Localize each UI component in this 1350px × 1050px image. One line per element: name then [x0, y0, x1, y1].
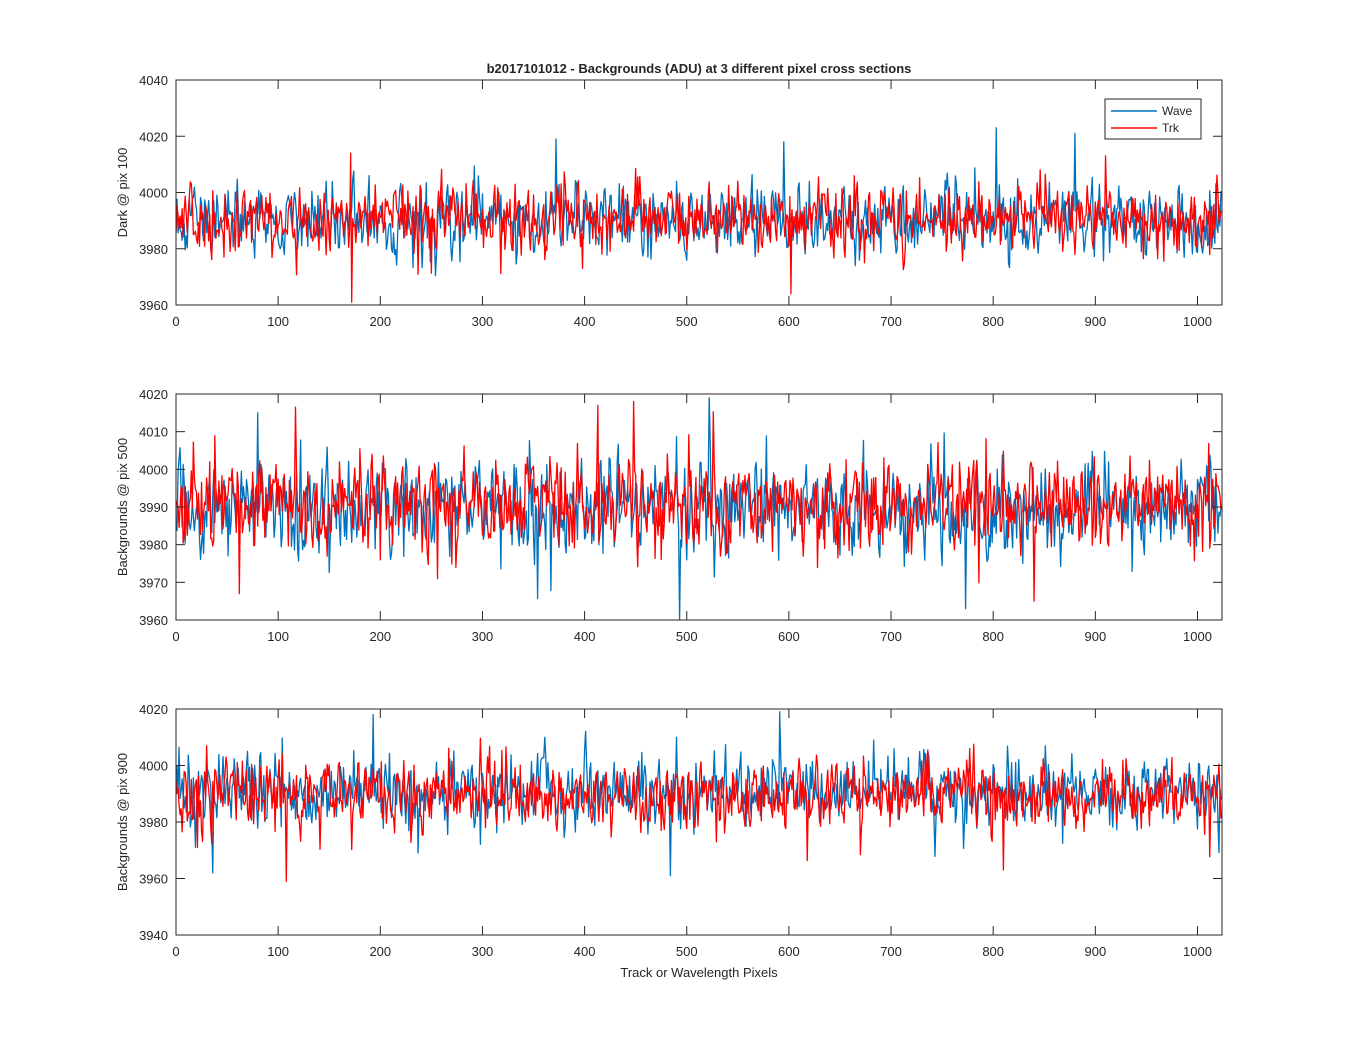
y-tick-label: 4020	[139, 387, 168, 402]
x-tick-label: 800	[982, 944, 1004, 959]
x-tick-label: 400	[574, 629, 596, 644]
x-tick-label: 0	[172, 944, 179, 959]
x-tick-label: 100	[267, 314, 289, 329]
x-tick-label: 1000	[1183, 314, 1212, 329]
plot-area	[176, 709, 1222, 935]
x-tick-label: 300	[472, 629, 494, 644]
x-tick-label: 0	[172, 314, 179, 329]
y-tick-label: 3980	[139, 815, 168, 830]
series-line-wave	[176, 397, 1222, 620]
x-tick-label: 500	[676, 944, 698, 959]
x-tick-label: 400	[574, 944, 596, 959]
legend: Wave Trk	[1104, 98, 1202, 140]
x-tick-label: 300	[472, 314, 494, 329]
x-tick-label: 100	[267, 944, 289, 959]
series-line-trk	[176, 400, 1222, 602]
y-tick-label: 4040	[139, 73, 168, 88]
series-line-trk	[176, 152, 1222, 303]
panel-2: 0 100 200 300 400 500 600 700 800 900 1000 3960 3970…	[115, 387, 1223, 644]
x-tick-label: 0	[172, 629, 179, 644]
panels: 0 100 200 300 400 500 600 700 800 900 100039603980…	[115, 73, 1223, 959]
x-tick-label: 900	[1084, 629, 1106, 644]
legend-label-trk: Trk	[1162, 121, 1180, 135]
x-tick-label: 800	[982, 629, 1004, 644]
x-tick-label: 600	[778, 944, 800, 959]
y-tick-label: 3960	[139, 298, 168, 313]
y-tick-label: 3940	[139, 928, 168, 943]
x-tick-label: 900	[1084, 944, 1106, 959]
x-tick-label: 100	[267, 629, 289, 644]
y-tick-label: 3960	[139, 872, 168, 887]
x-tick-label: 1000	[1183, 629, 1212, 644]
x-tick-label: 400	[574, 314, 596, 329]
y-tick-label: 4000	[139, 462, 168, 477]
y-tick-label: 4020	[139, 129, 168, 144]
x-axis-label: Track or Wavelength Pixels	[620, 965, 778, 980]
y-tick-label: 3960	[139, 613, 168, 628]
x-tick-label: 200	[369, 944, 391, 959]
y-axis-label: Dark @ pix 100	[115, 148, 130, 238]
y-axis-label: Backgrounds @ pix 900	[115, 753, 130, 891]
x-tick-label: 700	[880, 314, 902, 329]
x-tick-label: 500	[676, 629, 698, 644]
chart-title: b2017101012 - Backgrounds (ADU) at 3 dif…	[487, 61, 912, 76]
y-tick-label: 4000	[139, 186, 168, 201]
panel-1: 0 100 200 300 400 500 600 700 800 900 1000 3960 3980…	[115, 73, 1223, 329]
x-tick-label: 900	[1084, 314, 1106, 329]
x-tick-label: 700	[880, 944, 902, 959]
y-axis-label: Backgrounds @ pix 500	[115, 438, 130, 576]
x-tick-label: 800	[982, 314, 1004, 329]
x-tick-label: 200	[369, 314, 391, 329]
legend-box	[1104, 98, 1202, 140]
x-tick-label: 200	[369, 629, 391, 644]
y-tick-label: 3970	[139, 575, 168, 590]
legend-label-wave: Wave	[1162, 104, 1193, 118]
x-tick-label: 600	[778, 314, 800, 329]
y-tick-label: 3990	[139, 500, 168, 515]
x-tick-label: 600	[778, 629, 800, 644]
x-tick-label: 500	[676, 314, 698, 329]
y-tick-label: 4000	[139, 759, 168, 774]
y-tick-label: 4010	[139, 425, 168, 440]
panel-3: 0 100 200 300 400 500 600 700 800 900 1000 3940 3960…	[115, 702, 1223, 959]
x-tick-label: 1000	[1183, 944, 1212, 959]
series-line-trk	[176, 737, 1222, 882]
x-tick-label: 700	[880, 629, 902, 644]
y-tick-label: 4020	[139, 702, 168, 717]
y-tick-label: 3980	[139, 538, 168, 553]
y-tick-label: 3980	[139, 242, 168, 257]
x-tick-label: 300	[472, 944, 494, 959]
